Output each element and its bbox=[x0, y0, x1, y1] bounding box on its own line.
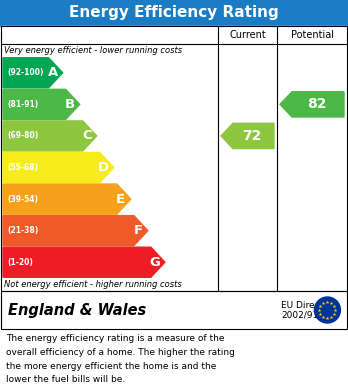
Bar bbox=[1, 291, 347, 329]
Bar bbox=[0, 329, 348, 391]
Bar bbox=[1, 26, 347, 291]
Text: overall efficiency of a home. The higher the rating: overall efficiency of a home. The higher… bbox=[6, 348, 235, 357]
Text: Potential: Potential bbox=[291, 30, 333, 40]
Polygon shape bbox=[3, 89, 80, 119]
Bar bbox=[0, 0, 348, 26]
Circle shape bbox=[314, 297, 340, 323]
Polygon shape bbox=[280, 92, 344, 117]
Text: C: C bbox=[82, 129, 92, 142]
Text: (21-38): (21-38) bbox=[7, 226, 38, 235]
Text: lower the fuel bills will be.: lower the fuel bills will be. bbox=[6, 375, 125, 384]
Text: 72: 72 bbox=[242, 129, 261, 143]
Text: F: F bbox=[133, 224, 142, 237]
Text: G: G bbox=[149, 256, 160, 269]
Text: E: E bbox=[116, 193, 125, 206]
Text: England & Wales: England & Wales bbox=[8, 303, 146, 317]
Text: 2002/91/EC: 2002/91/EC bbox=[281, 310, 333, 319]
Polygon shape bbox=[3, 215, 148, 246]
Text: (92-100): (92-100) bbox=[7, 68, 44, 77]
Text: Current: Current bbox=[229, 30, 266, 40]
Polygon shape bbox=[3, 247, 165, 277]
Text: EU Directive: EU Directive bbox=[281, 301, 337, 310]
Polygon shape bbox=[3, 121, 97, 151]
Text: Very energy efficient - lower running costs: Very energy efficient - lower running co… bbox=[4, 46, 182, 55]
Text: Energy Efficiency Rating: Energy Efficiency Rating bbox=[69, 5, 279, 20]
Text: (69-80): (69-80) bbox=[7, 131, 38, 140]
Polygon shape bbox=[3, 184, 131, 214]
Text: 82: 82 bbox=[307, 97, 327, 111]
Text: Not energy efficient - higher running costs: Not energy efficient - higher running co… bbox=[4, 280, 182, 289]
Polygon shape bbox=[221, 123, 274, 149]
Text: (55-68): (55-68) bbox=[7, 163, 38, 172]
Text: (39-54): (39-54) bbox=[7, 195, 38, 204]
Text: The energy efficiency rating is a measure of the: The energy efficiency rating is a measur… bbox=[6, 334, 224, 343]
Text: D: D bbox=[98, 161, 109, 174]
Text: the more energy efficient the home is and the: the more energy efficient the home is an… bbox=[6, 362, 216, 371]
Text: (81-91): (81-91) bbox=[7, 100, 38, 109]
Polygon shape bbox=[3, 152, 114, 183]
Text: B: B bbox=[65, 98, 75, 111]
Polygon shape bbox=[3, 58, 63, 88]
Text: A: A bbox=[48, 66, 58, 79]
Bar bbox=[1, 26, 347, 44]
Text: (1-20): (1-20) bbox=[7, 258, 33, 267]
Bar bbox=[0, 291, 348, 329]
